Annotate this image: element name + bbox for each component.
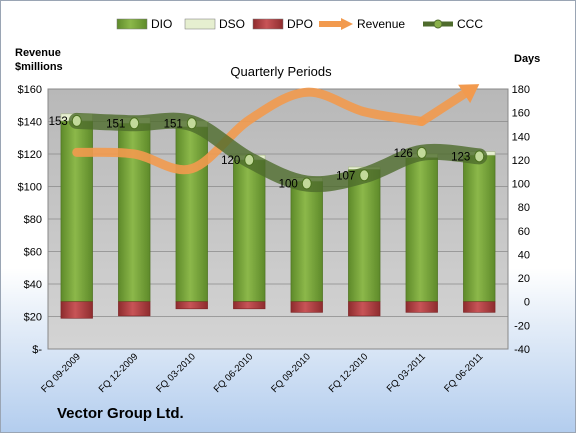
revenue-line-segment bbox=[417, 87, 473, 126]
right-axis-tick-label: 180 bbox=[512, 84, 530, 96]
left-axis-tick-label: $140 bbox=[18, 117, 42, 129]
ccc-point bbox=[359, 169, 370, 182]
ccc-point bbox=[474, 150, 485, 163]
ccc-data-label: 120 bbox=[221, 155, 240, 167]
left-axis-tick-label: $100 bbox=[18, 182, 42, 194]
dpo-bar bbox=[175, 301, 208, 310]
dpo-bar bbox=[118, 301, 151, 317]
dio-bar bbox=[463, 154, 496, 303]
chart-title: Quarterly Periods bbox=[230, 64, 332, 79]
right-axis-tick-label: 80 bbox=[518, 202, 530, 214]
dio-bar bbox=[405, 157, 438, 303]
dio-bar bbox=[290, 180, 323, 303]
legend-label-revenue: Revenue bbox=[357, 17, 405, 31]
x-tick-label: FQ 09-2010 bbox=[269, 351, 313, 395]
ccc-data-label: 151 bbox=[164, 118, 183, 130]
x-tick-label: FQ 12-2009 bbox=[97, 351, 141, 395]
legend-swatch-dio bbox=[116, 18, 148, 30]
ccc-line bbox=[68, 112, 488, 193]
right-axis-tick-label: -40 bbox=[514, 344, 530, 356]
legend-label-ccc: CCC bbox=[457, 17, 483, 31]
right-axis-tick-label: -20 bbox=[514, 320, 530, 332]
dpo-bar bbox=[463, 301, 496, 313]
x-tick-label: FQ 12-2010 bbox=[327, 351, 371, 395]
legend-label-dso: DSO bbox=[219, 17, 245, 31]
dpo-bar bbox=[60, 301, 93, 319]
left-axis-tick-label: $40 bbox=[24, 279, 42, 291]
x-tick-label: FQ 06-2010 bbox=[212, 351, 256, 395]
ccc-data-label: 123 bbox=[451, 151, 470, 163]
ccc-point bbox=[301, 177, 312, 190]
dpo-bar bbox=[233, 301, 266, 310]
ccc-data-label: 153 bbox=[49, 116, 68, 128]
ccc-data-label: 126 bbox=[394, 148, 413, 160]
x-tick-label: FQ 03-2011 bbox=[385, 351, 428, 394]
left-axis-tick-label: $20 bbox=[24, 312, 42, 324]
ccc-point bbox=[129, 117, 140, 130]
right-axis-tick-label: 60 bbox=[518, 226, 530, 238]
right-axis-tick-label: 40 bbox=[518, 249, 530, 261]
ccc-point bbox=[71, 114, 82, 127]
right-axis-tick-label: 120 bbox=[512, 155, 530, 167]
left-axis-tick-label: $120 bbox=[18, 149, 42, 161]
ccc-point bbox=[416, 146, 427, 159]
legend-label-dio: DIO bbox=[151, 17, 172, 31]
left-axis-title-line2: $millions bbox=[15, 61, 63, 73]
legend-label-dpo: DPO bbox=[287, 17, 313, 31]
right-axis-tick-label: 20 bbox=[518, 273, 530, 285]
dpo-bar bbox=[348, 301, 381, 317]
ccc-data-label: 100 bbox=[279, 179, 298, 191]
ccc-point bbox=[244, 153, 255, 166]
dio-bar bbox=[233, 159, 266, 303]
legend-swatch-revenue-arrow bbox=[341, 18, 353, 30]
dpo-bar bbox=[405, 301, 438, 313]
right-axis-tick-label: 140 bbox=[512, 131, 530, 143]
right-axis-tick-label: 0 bbox=[524, 297, 530, 309]
right-axis-tick-label: 100 bbox=[512, 179, 530, 191]
left-axis-tick-label: $60 bbox=[24, 247, 42, 259]
dpo-bar bbox=[290, 301, 323, 313]
left-axis-tick-label: $- bbox=[32, 344, 42, 356]
legend-swatch-ccc-marker bbox=[433, 19, 443, 29]
left-axis-tick-label: $80 bbox=[24, 214, 42, 226]
x-tick-label: FQ 03-2010 bbox=[154, 351, 198, 395]
ccc-data-label: 107 bbox=[336, 170, 355, 182]
right-axis-title: Days bbox=[514, 53, 540, 65]
company-name: Vector Group Ltd. bbox=[57, 405, 184, 422]
x-tick-label: FQ 06-2011 bbox=[442, 351, 485, 394]
revenue-line bbox=[72, 87, 427, 175]
left-axis-title-line1: Revenue bbox=[15, 47, 61, 59]
dio-bar bbox=[175, 126, 208, 303]
legend-swatch-dpo bbox=[252, 18, 284, 30]
ccc-point bbox=[186, 117, 197, 130]
revenue-arrowhead bbox=[458, 84, 480, 104]
dio-bar bbox=[348, 169, 381, 303]
right-axis-tick-label: 160 bbox=[512, 108, 530, 120]
ccc-data-label: 151 bbox=[106, 118, 125, 130]
legend-swatch-dso bbox=[184, 18, 216, 30]
x-tick-label: FQ 09-2009 bbox=[39, 351, 83, 395]
left-axis-tick-label: $160 bbox=[18, 84, 42, 96]
